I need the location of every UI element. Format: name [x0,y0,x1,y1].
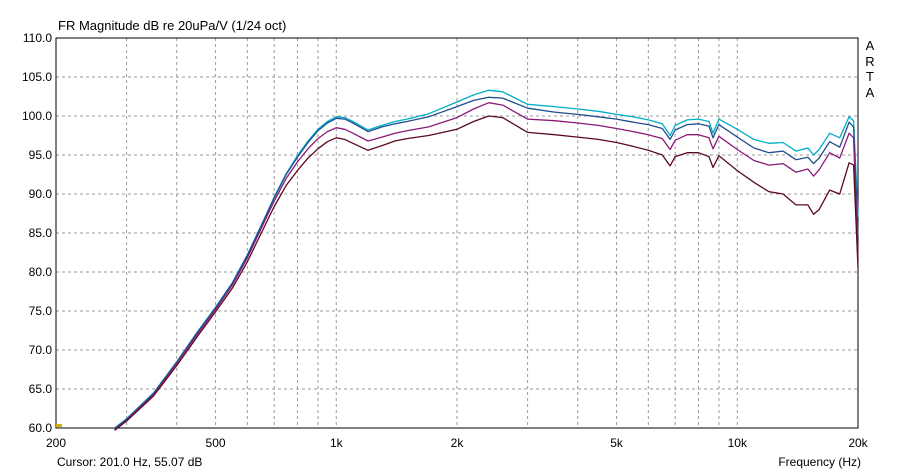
data-series [114,89,859,431]
arta-brand: A R T A [864,38,876,100]
arta-letter: A [865,84,875,100]
x-tick-labels: 200 500 1k 2k 5k 10k 20k [46,436,869,450]
series-line [114,89,859,429]
x-tick-label: 1k [330,436,344,450]
arta-letter: T [866,69,874,84]
x-tick-label: 10k [728,436,748,450]
series-line [114,96,859,430]
y-tick-label: 80.0 [29,265,53,279]
arta-letter: R [865,53,875,69]
x-tick-label: 200 [46,436,66,450]
y-tick-label: 65.0 [29,382,53,396]
y-tick-label: 100.0 [22,109,52,123]
chart-grid [56,38,858,428]
y-tick-label: 70.0 [29,343,53,357]
series-line [114,115,859,431]
y-tick-label: 105.0 [22,70,52,84]
x-tick-label: 2k [451,436,465,450]
chart-title: FR Magnitude dB re 20uPa/V (1/24 oct) [58,18,287,33]
y-tick-labels: 110.0 105.0 100.0 95.0 90.0 85.0 80.0 75.0 70.0 6… [22,31,52,435]
y-tick-label: 85.0 [29,226,53,240]
cursor-marker [56,424,62,427]
y-tick-label: 75.0 [29,304,53,318]
arta-letter: A [865,38,875,53]
x-tick-label: 500 [206,436,226,450]
y-tick-label: 95.0 [29,148,53,162]
x-tick-label: 20k [848,436,868,450]
y-tick-label: 90.0 [29,187,53,201]
cursor-readout: Cursor: 201.0 Hz, 55.07 dB [57,455,203,469]
x-axis-label: Frequency (Hz) [778,455,861,469]
y-tick-label: 60.0 [29,421,53,435]
y-tick-label: 110.0 [23,31,52,45]
series-line [114,102,859,431]
x-tick-label: 5k [610,436,624,450]
